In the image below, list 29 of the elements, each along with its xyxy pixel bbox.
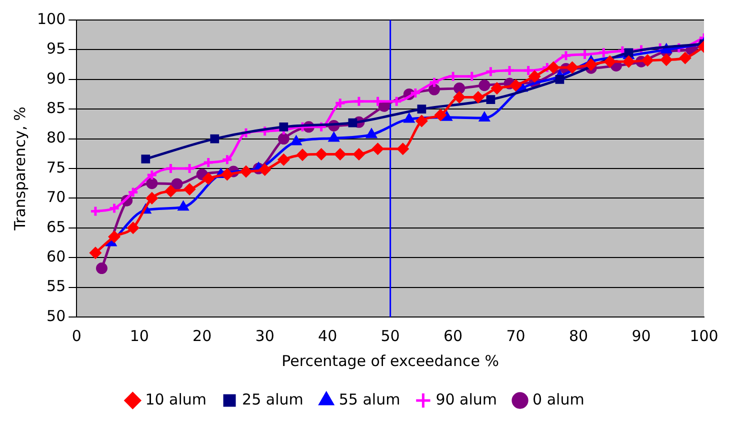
x-tick-label: 0	[72, 326, 82, 345]
legend-label: 10 alum	[145, 390, 207, 408]
x-tick-label: 50	[380, 326, 400, 345]
x-tick-label: 90	[632, 326, 651, 345]
y-tick-label: 60	[46, 247, 66, 266]
legend-label: 90 alum	[436, 390, 498, 408]
x-tick-label: 100	[690, 326, 718, 345]
y-tick-label: 75	[46, 158, 66, 176]
legend-label: 0 alum	[532, 390, 584, 408]
y-tick-label: 55	[46, 277, 66, 296]
y-tick-label: 50	[46, 306, 66, 325]
x-tick-label: 30	[255, 326, 274, 345]
legend-label: 25 alum	[242, 390, 304, 408]
x-axis-title: Percentage of exceedance %	[282, 352, 500, 370]
y-tick-label: 70	[46, 188, 66, 206]
y-tick-label: 100	[36, 10, 66, 28]
y-tick-label: 90	[46, 69, 66, 88]
y-tick-label: 95	[46, 40, 66, 58]
x-tick-label: 80	[568, 326, 588, 345]
x-tick-label: 70	[506, 326, 526, 345]
y-axis-title: Transparency, %	[10, 106, 29, 232]
legend-label: 55 alum	[338, 390, 400, 408]
x-tick-label: 20	[192, 326, 212, 345]
y-tick-label: 65	[46, 218, 66, 236]
x-tick-label: 60	[444, 326, 463, 345]
x-tick-label: 10	[130, 326, 149, 345]
y-tick-label: 80	[46, 128, 66, 147]
x-tick-label: 40	[318, 326, 338, 345]
y-tick-label: 85	[46, 98, 66, 117]
